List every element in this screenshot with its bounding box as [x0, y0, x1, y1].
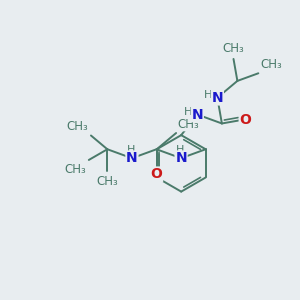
Text: N: N [212, 91, 223, 105]
Text: CH₃: CH₃ [223, 42, 244, 56]
Text: N: N [175, 151, 187, 165]
Text: CH₃: CH₃ [260, 58, 282, 71]
Text: CH₃: CH₃ [97, 175, 118, 188]
Text: CH₃: CH₃ [178, 118, 199, 130]
Text: H: H [204, 90, 213, 100]
Text: H: H [127, 145, 136, 155]
Text: N: N [126, 151, 138, 165]
Text: O: O [151, 167, 162, 181]
Text: H: H [176, 145, 185, 155]
Text: CH₃: CH₃ [65, 163, 86, 176]
Text: H: H [184, 106, 193, 117]
Text: CH₃: CH₃ [67, 119, 88, 133]
Text: N: N [191, 107, 203, 122]
Text: O: O [239, 113, 251, 127]
